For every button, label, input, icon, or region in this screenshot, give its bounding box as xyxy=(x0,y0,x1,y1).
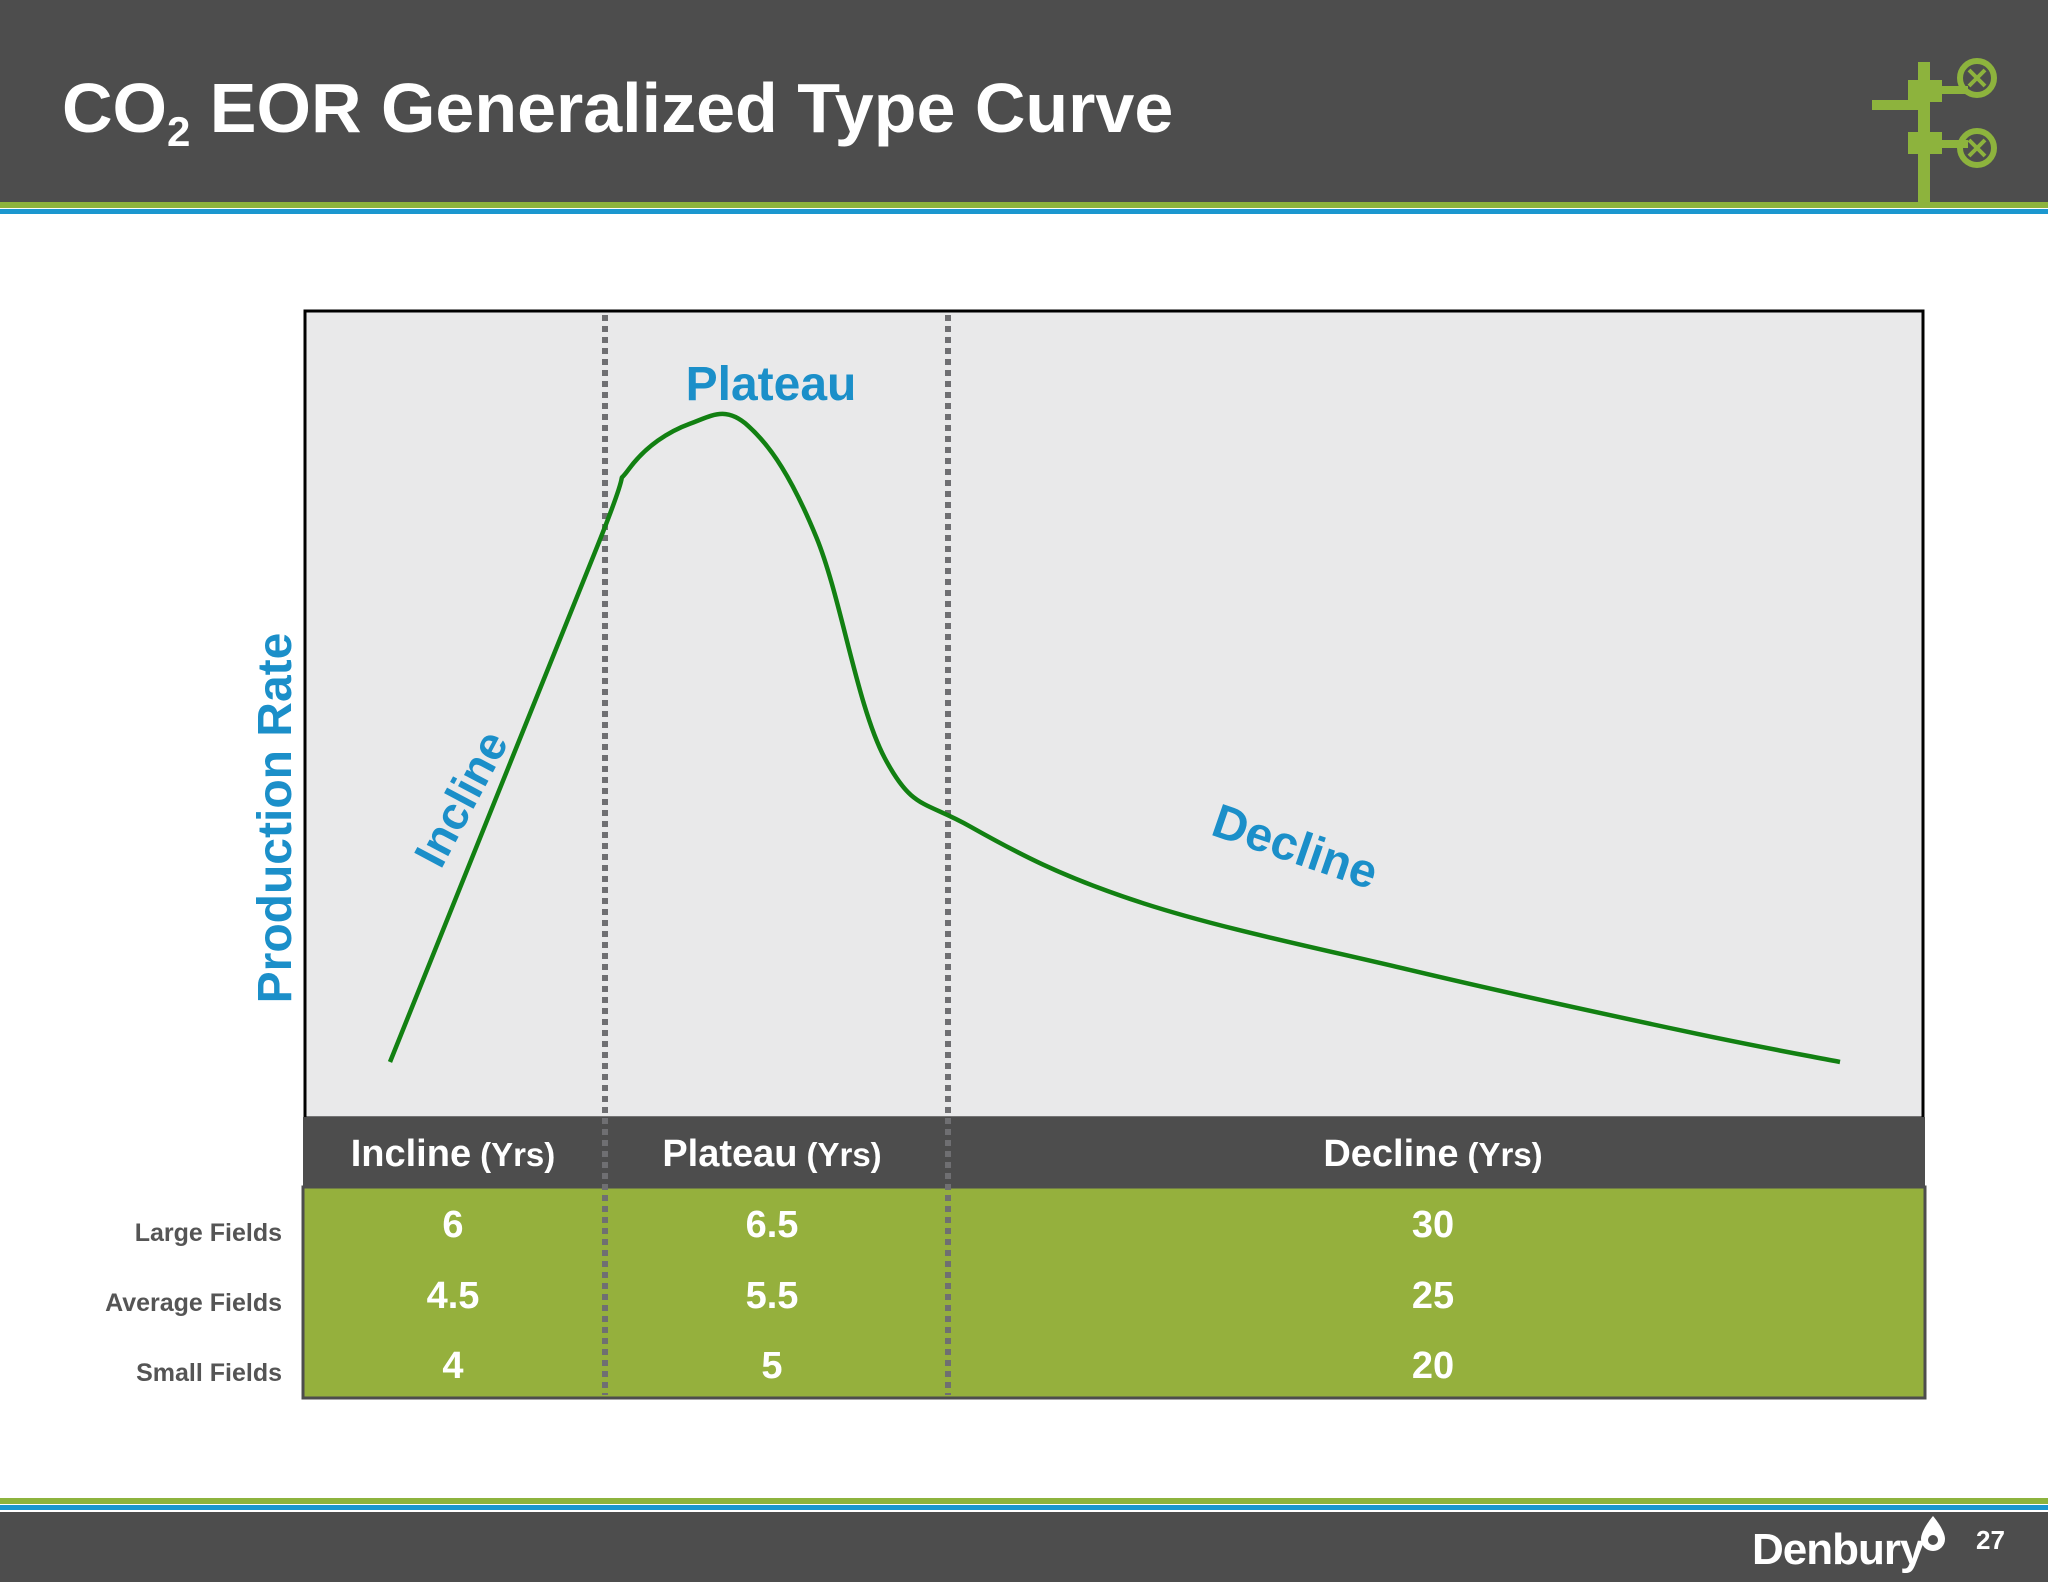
cell-small-plateau: 5 xyxy=(761,1345,782,1387)
cell-large-decline: 30 xyxy=(1412,1204,1454,1246)
logo-drop-icon xyxy=(1921,1516,1945,1551)
footer-stripe-green xyxy=(0,1498,2048,1504)
cell-small-decline: 20 xyxy=(1412,1345,1454,1387)
cell-large-plateau: 6.5 xyxy=(746,1204,799,1246)
production-curve xyxy=(387,411,1841,1065)
cell-average-decline: 25 xyxy=(1412,1275,1454,1317)
cell-small-incline: 4 xyxy=(442,1345,463,1387)
slide-title: CO2 EOR Generalized Type Curve xyxy=(62,68,1174,153)
phase-label-plateau: Plateau xyxy=(686,358,857,411)
table-body-bg xyxy=(301,1185,1927,1400)
table-header-bg xyxy=(303,1117,1925,1187)
page-number: 27 xyxy=(1976,1525,2005,1555)
col-header-incline: Incline (Yrs) xyxy=(351,1133,556,1175)
plot-area xyxy=(303,309,1925,1120)
title-main: CO xyxy=(62,69,167,147)
row-label-large: Large Fields xyxy=(135,1219,282,1247)
footer-bar xyxy=(0,1512,2048,1582)
header-stripe-green xyxy=(0,202,2048,208)
wellhead-icon xyxy=(1872,58,1997,202)
col-header-plateau: Plateau (Yrs) xyxy=(662,1133,881,1175)
header-bar xyxy=(0,0,2048,202)
cell-large-incline: 6 xyxy=(442,1204,463,1246)
y-axis-label: Production Rate xyxy=(249,633,302,1004)
col-header-decline: Decline (Yrs) xyxy=(1323,1133,1542,1175)
cell-average-incline: 4.5 xyxy=(427,1275,480,1317)
company-logo: Denbury xyxy=(1752,1525,1924,1574)
cell-average-plateau: 5.5 xyxy=(746,1275,799,1317)
footer-stripe-blue xyxy=(0,1505,2048,1510)
title-subscript: 2 xyxy=(167,108,191,155)
row-label-average: Average Fields xyxy=(105,1289,282,1317)
title-rest: EOR Generalized Type Curve xyxy=(190,69,1174,147)
header-stripe-blue xyxy=(0,209,2048,214)
row-label-small: Small Fields xyxy=(136,1359,282,1387)
